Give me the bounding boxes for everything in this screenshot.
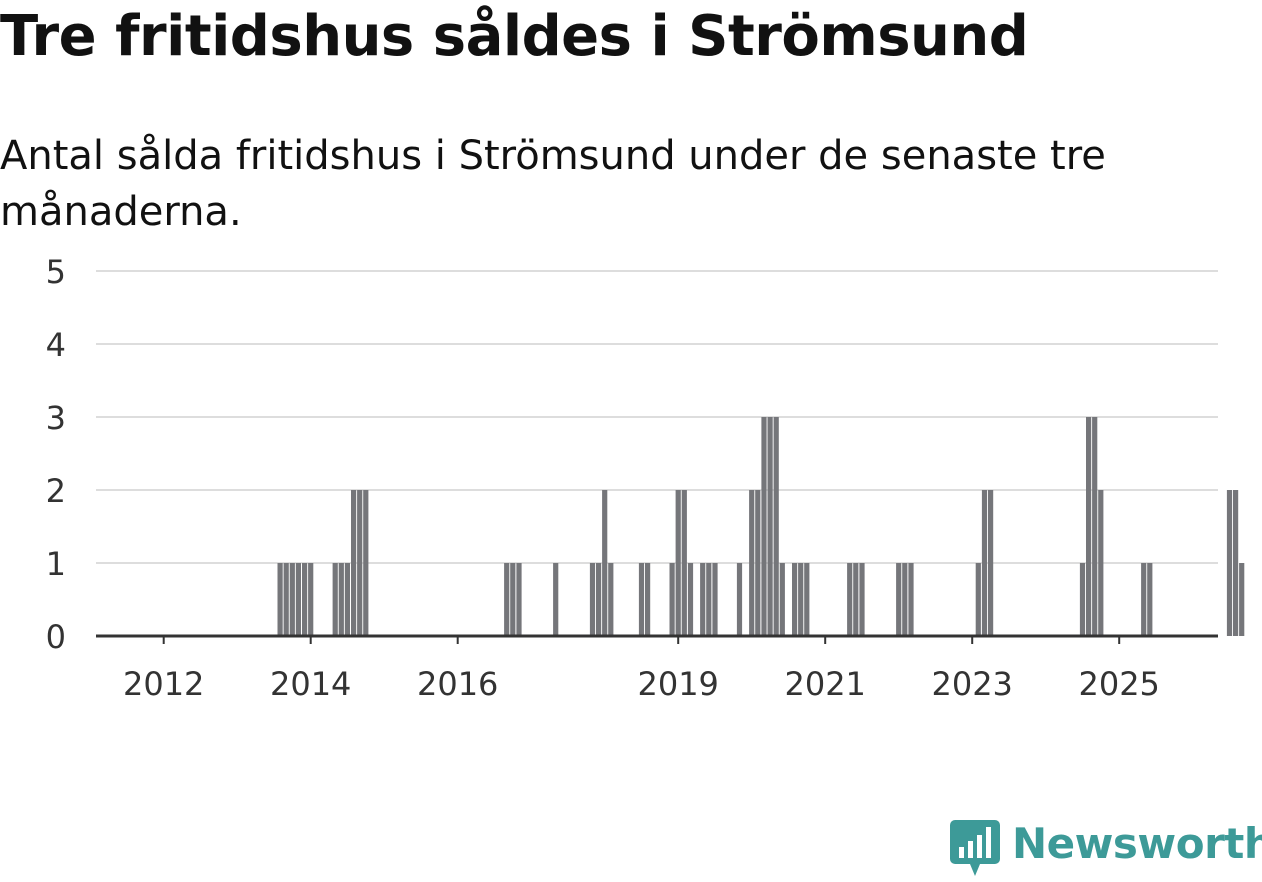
x-tick-label: 2025: [1078, 665, 1159, 703]
bar: [510, 563, 516, 636]
bar: [798, 563, 804, 636]
bar: [804, 563, 810, 636]
newsworthy-logo-icon: [950, 816, 1000, 882]
y-tick-label: 3: [46, 399, 66, 437]
bar: [1233, 490, 1239, 636]
bar: [295, 563, 301, 636]
bar: [589, 563, 596, 636]
bar: [988, 490, 994, 636]
y-tick-label: 5: [46, 253, 66, 291]
newsworthy-logo: Newsworthy: [950, 816, 1262, 880]
bar: [1079, 563, 1086, 636]
bar: [344, 563, 350, 636]
bar: [675, 490, 681, 636]
x-tick-label: 2021: [784, 665, 865, 703]
bar: [596, 563, 602, 636]
bar: [767, 417, 773, 636]
bar: [749, 490, 755, 636]
bar: [332, 563, 338, 636]
x-tick-label: 2019: [637, 665, 718, 703]
bar: [602, 490, 608, 636]
bar: [504, 563, 510, 636]
bar: [853, 563, 859, 636]
x-tick-label: 2014: [270, 665, 351, 703]
x-tick-label: 2012: [123, 665, 204, 703]
bar: [1226, 490, 1233, 636]
bar: [1147, 563, 1153, 636]
bar: [847, 563, 853, 636]
y-tick-label: 4: [46, 326, 66, 364]
bar: [761, 417, 767, 636]
bar: [645, 563, 651, 636]
bar: [669, 563, 675, 636]
bar: [908, 563, 914, 636]
bar: [351, 490, 357, 636]
chart-subtitle: Antal sålda fritidshus i Strömsund under…: [0, 133, 1106, 235]
bar: [736, 563, 743, 636]
bar: [277, 563, 283, 636]
bar: [608, 563, 614, 636]
bar: [687, 563, 694, 636]
x-tick-label: 2016: [417, 665, 498, 703]
bar: [553, 563, 559, 636]
bar: [859, 563, 865, 636]
y-tick-label: 0: [46, 618, 66, 656]
bar: [773, 417, 779, 636]
bar: [308, 563, 314, 636]
bar: [1098, 490, 1104, 636]
y-tick-label: 2: [46, 472, 66, 510]
bar: [1141, 563, 1147, 636]
bar: [1086, 417, 1092, 636]
bar: [712, 563, 718, 636]
bar: [283, 563, 289, 636]
bar: [700, 563, 706, 636]
y-tick-label: 1: [46, 545, 66, 583]
bar: [975, 563, 981, 636]
bar: [516, 563, 522, 636]
bar: [792, 563, 798, 636]
bar: [363, 490, 369, 636]
brand-name: Newsworthy: [1012, 819, 1262, 868]
bar: [1239, 563, 1245, 636]
bar: [1092, 417, 1098, 636]
x-tick-label: 2023: [931, 665, 1012, 703]
bar: [289, 563, 295, 636]
bar: [896, 563, 902, 636]
bar: [302, 563, 308, 636]
bar: [779, 563, 785, 636]
chart-title: Tre fritidshus såldes i Strömsund: [0, 4, 1029, 69]
bar: [902, 563, 908, 636]
bar: [357, 490, 363, 636]
bar: [681, 490, 687, 636]
bar: [755, 490, 761, 636]
bar: [638, 563, 645, 636]
bar: [338, 563, 344, 636]
bar: [981, 490, 988, 636]
bar: [706, 563, 712, 636]
